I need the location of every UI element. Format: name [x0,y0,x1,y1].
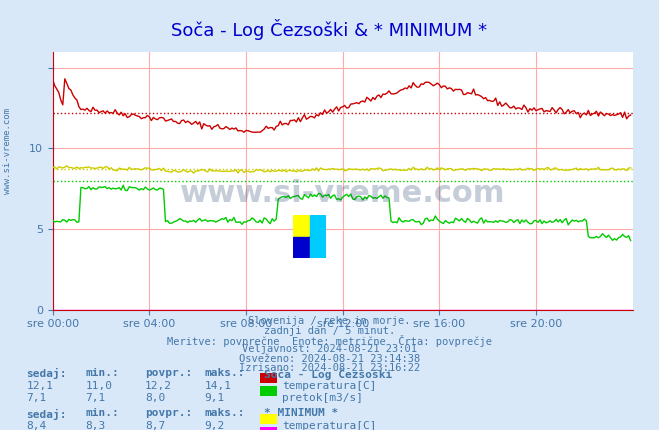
Text: povpr.:: povpr.: [145,408,192,418]
Text: sedaj:: sedaj: [26,408,67,420]
Text: 9,2: 9,2 [204,421,225,430]
Bar [293,237,310,258]
Text: povpr.:: povpr.: [145,368,192,378]
Text: min.:: min.: [86,368,119,378]
Text: 8,7: 8,7 [145,421,165,430]
Text: Osveženo: 2024-08-21 23:14:38: Osveženo: 2024-08-21 23:14:38 [239,354,420,364]
Text: 7,1: 7,1 [26,393,47,403]
Text: Soča - Log Čezsoški: Soča - Log Čezsoški [264,368,392,380]
Text: 12,1: 12,1 [26,381,53,390]
Text: 14,1: 14,1 [204,381,231,390]
Text: * MINIMUM *: * MINIMUM * [264,408,338,418]
Text: 11,0: 11,0 [86,381,113,390]
Text: maks.:: maks.: [204,368,244,378]
Text: Soča - Log Čezsoški & * MINIMUM *: Soča - Log Čezsoški & * MINIMUM * [171,19,488,40]
Text: zadnji dan / 5 minut.: zadnji dan / 5 minut. [264,326,395,335]
Bar [310,237,326,258]
Text: 12,2: 12,2 [145,381,172,390]
Text: min.:: min.: [86,408,119,418]
Text: 8,4: 8,4 [26,421,47,430]
Text: 8,0: 8,0 [145,393,165,403]
Text: 9,1: 9,1 [204,393,225,403]
Text: www.si-vreme.com: www.si-vreme.com [180,179,505,208]
Bar [310,215,326,237]
Text: Slovenija / reke in morje.: Slovenija / reke in morje. [248,316,411,326]
Text: temperatura[C]: temperatura[C] [282,421,376,430]
Text: maks.:: maks.: [204,408,244,418]
Text: 7,1: 7,1 [86,393,106,403]
Text: Meritve: povprečne  Enote: metrične  Črta: povprečje: Meritve: povprečne Enote: metrične Črta:… [167,335,492,347]
Bar [293,215,310,237]
Text: sedaj:: sedaj: [26,368,67,379]
Text: pretok[m3/s]: pretok[m3/s] [282,393,363,403]
Text: Veljavnost: 2024-08-21 23:01: Veljavnost: 2024-08-21 23:01 [242,344,417,354]
Text: www.si-vreme.com: www.si-vreme.com [3,108,13,194]
Text: Izrisano: 2024-08-21 23:16:22: Izrisano: 2024-08-21 23:16:22 [239,363,420,373]
Text: 8,3: 8,3 [86,421,106,430]
Text: temperatura[C]: temperatura[C] [282,381,376,390]
